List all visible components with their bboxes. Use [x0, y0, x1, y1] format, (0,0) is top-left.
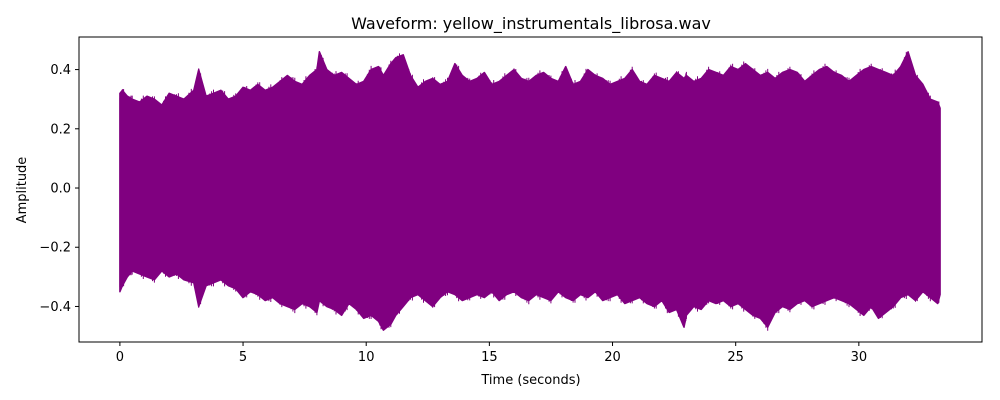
x-axis-label: Time (seconds) — [480, 373, 580, 388]
x-tick-label: 25 — [727, 350, 744, 365]
y-axis-label: Amplitude — [15, 157, 30, 224]
x-tick-label: 20 — [604, 350, 621, 365]
y-tick-label: −0.4 — [39, 300, 71, 315]
x-axis-ticks: 0 5 10 15 20 25 30 — [116, 342, 867, 365]
y-tick-label: 0.0 — [50, 182, 71, 197]
x-tick-label: 10 — [358, 350, 375, 365]
waveform-layer — [119, 51, 941, 331]
y-axis-ticks: −0.4 −0.2 0.0 0.2 0.4 — [39, 63, 79, 315]
y-tick-label: −0.2 — [39, 241, 71, 256]
chart-title: Waveform: yellow_instrumentals_librosa.w… — [351, 14, 711, 34]
x-tick-label: 0 — [116, 350, 124, 365]
y-tick-label: 0.2 — [50, 122, 71, 137]
x-tick-label: 5 — [239, 350, 247, 365]
x-tick-label: 15 — [481, 350, 498, 365]
axes-frame — [78, 36, 983, 343]
x-tick-label: 30 — [851, 350, 868, 365]
plot-area — [78, 36, 983, 343]
y-tick-label: 0.4 — [50, 63, 71, 78]
